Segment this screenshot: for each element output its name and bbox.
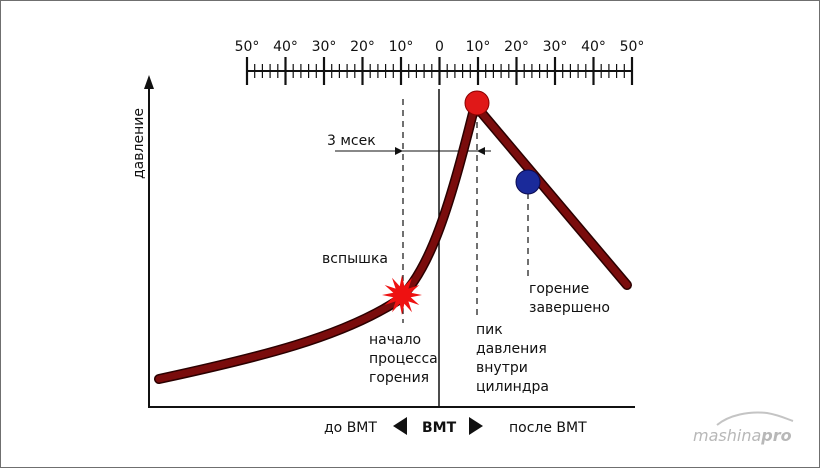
scale-label: 40° [273,39,298,55]
pressure-peak-line-4: цилиндра [476,379,549,395]
before-tdc-label: до ВМТ [324,420,377,436]
combustion-end-dot [515,169,541,195]
scale-label: 10° [389,39,414,55]
combustion-start-line-1: начало [369,332,421,348]
scale-ticks [245,57,634,85]
scale-label: 10° [466,39,491,55]
scale-label: 20° [504,39,529,55]
scale-label: 50° [620,39,645,55]
combustion-start-line-2: процесса [369,351,438,367]
pressure-peak-line-2: давления [476,341,547,357]
pressure-peak-line-1: пик [476,322,503,338]
crank-angle-scale: 50° 40° 30° 20° 10° 0 10° 20° 30° 40° 50° [235,39,645,85]
scale-label: 30° [543,39,568,55]
watermark-logo: mashinapro [693,411,794,445]
combustion-end-line-1: горение [529,281,589,297]
scale-label: 20° [350,39,375,55]
right-arrow-icon [469,417,483,435]
combustion-end-line-2: завершено [529,300,610,316]
scale-labels: 50° 40° 30° 20° 10° 0 10° 20° 30° 40° 50° [235,39,645,55]
y-axis-arrow [144,75,154,89]
combustion-start-line-3: горения [369,370,429,386]
scale-label: 50° [235,39,260,55]
ignition-flash-icon [382,275,422,315]
watermark-car-icon [716,411,794,426]
pressure-peak-line-3: внутри [476,360,528,376]
left-arrow-icon [393,417,407,435]
scale-label: 30° [312,39,337,55]
y-axis-label: давление [131,108,147,179]
after-tdc-label: после ВМТ [509,420,587,436]
flash-label: вспышка [322,251,388,267]
duration-arrow-right [477,147,485,155]
pressure-peak-dot [464,90,490,116]
tdc-label: ВМТ [422,420,457,436]
duration-arrow-left [395,147,403,155]
duration-label: 3 мсек [327,133,376,149]
watermark-text: mashinapro [693,426,792,445]
scale-label: 0 [435,39,444,55]
scale-label: 40° [581,39,606,55]
